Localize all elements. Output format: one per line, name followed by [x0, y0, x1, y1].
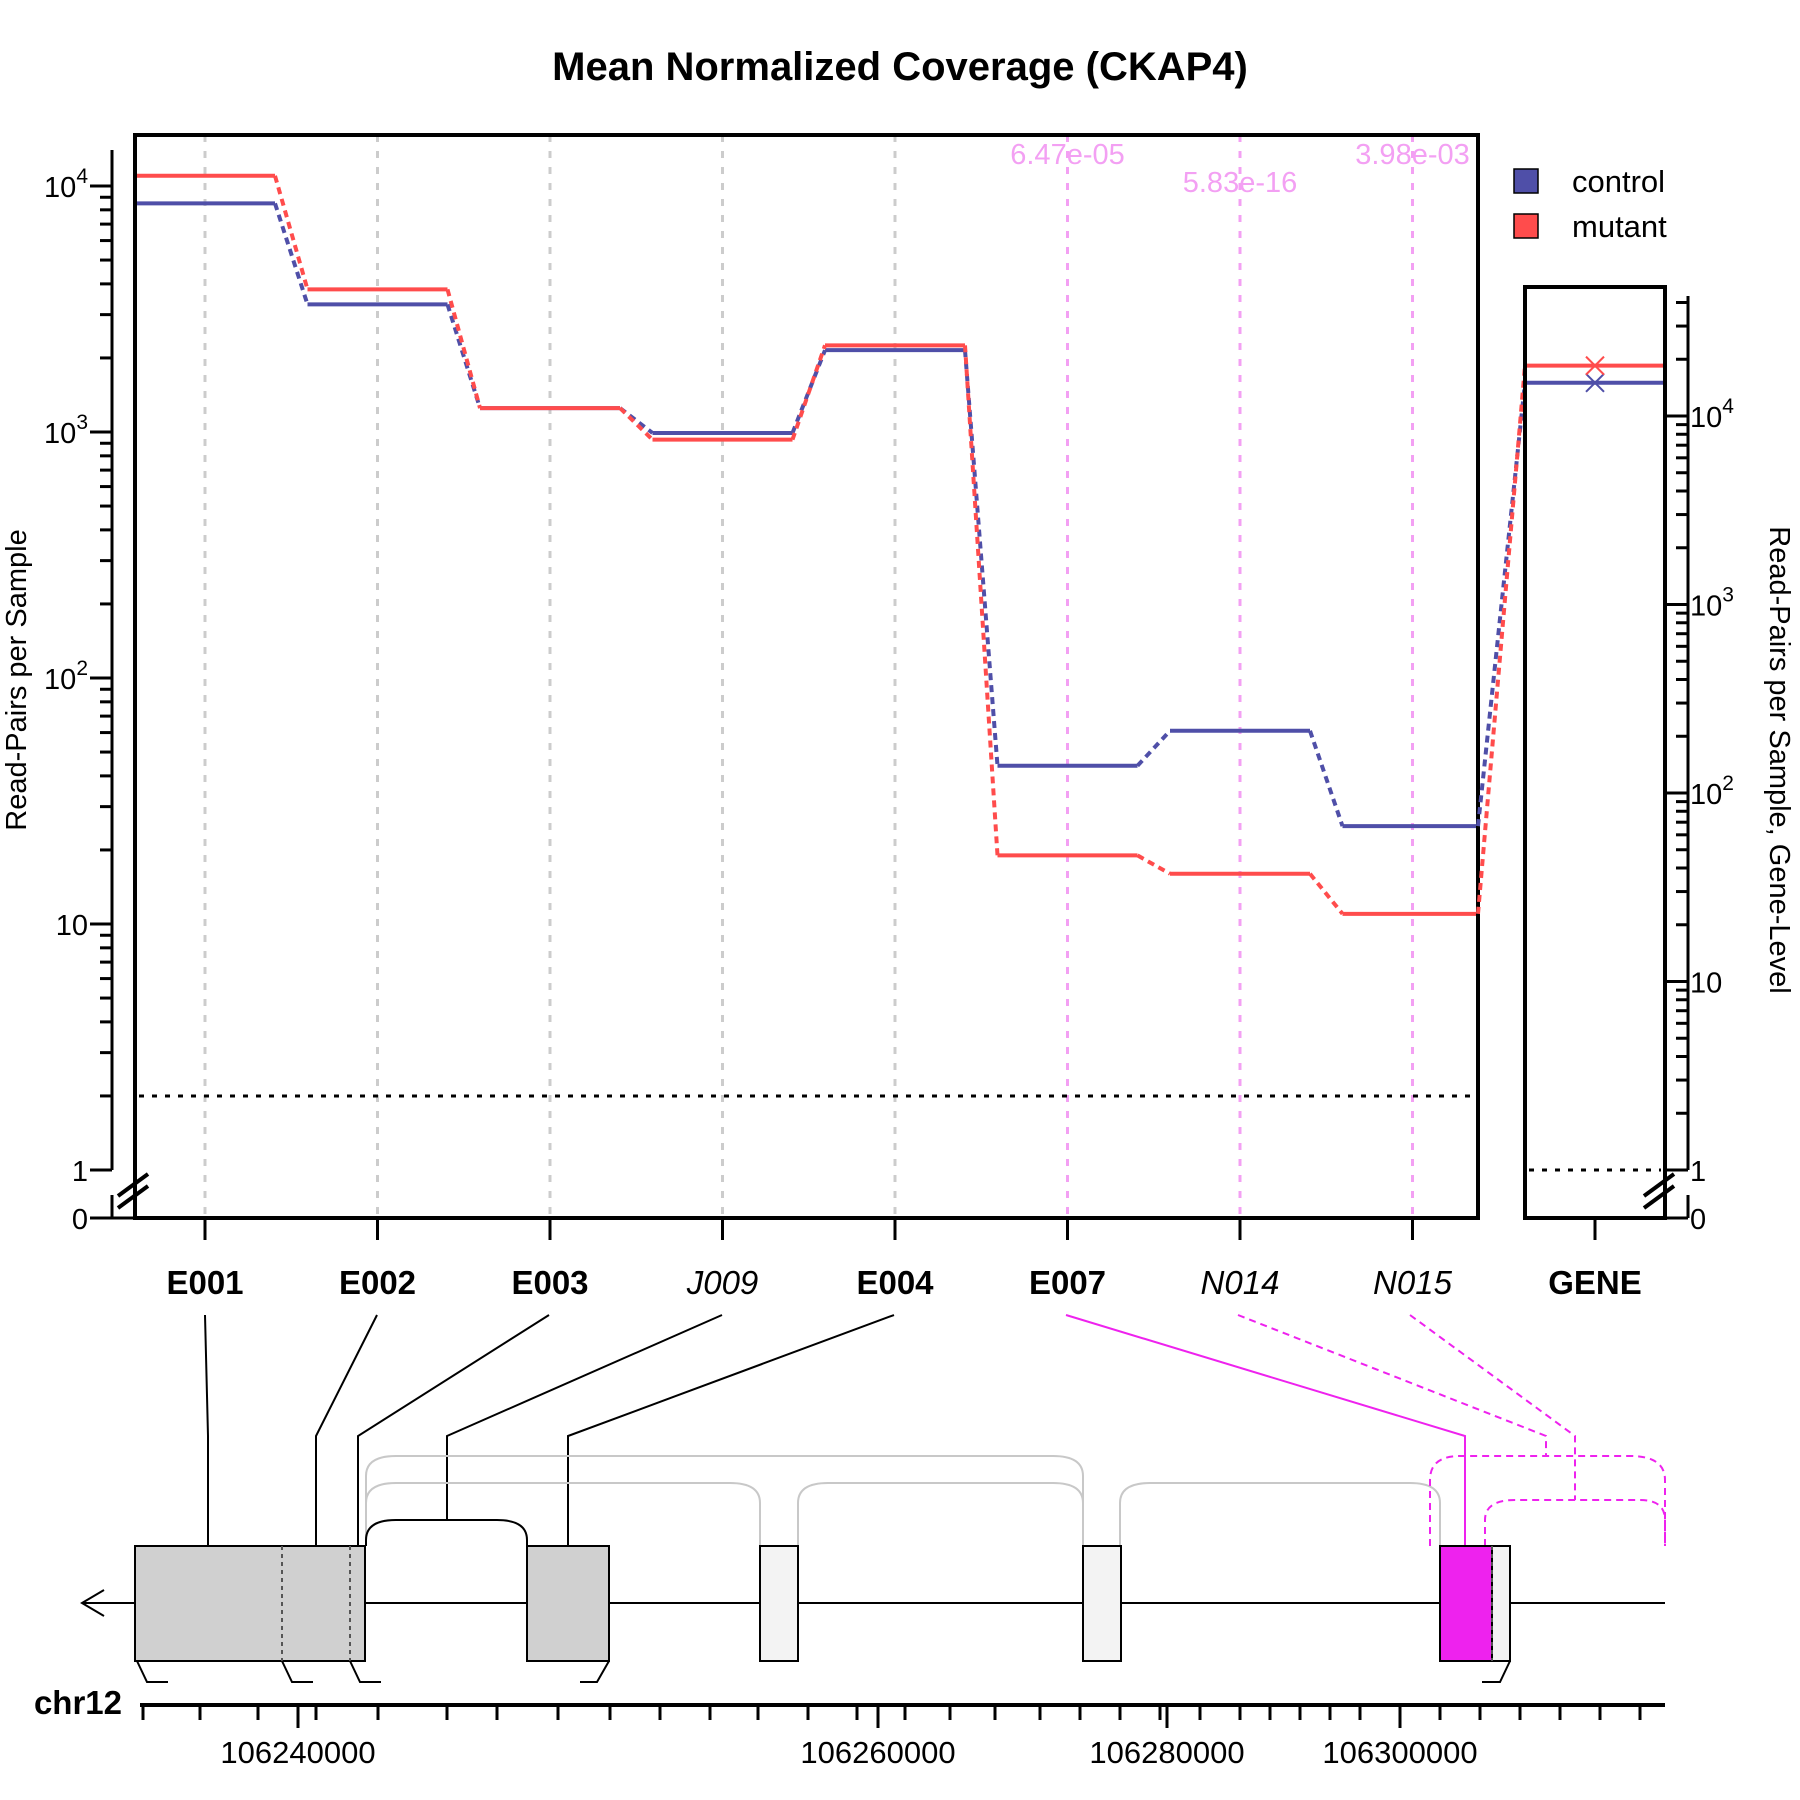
feature-connector-e002	[315, 1314, 378, 1546]
main-axes: 0 1 10 102 103 104	[44, 133, 1480, 1236]
exon-e001-e002-e003	[134, 1545, 366, 1662]
exon-unselected	[1082, 1545, 1122, 1662]
y-tick-label: 104	[44, 165, 88, 204]
splice-arc-j009	[365, 1519, 528, 1546]
novel-splice-arc-n014	[1429, 1455, 1666, 1546]
feature-label-e007: E007	[1029, 1264, 1106, 1301]
feature-connector-e001	[204, 1314, 209, 1546]
genomic-tick-label: 106260000	[800, 1735, 955, 1770]
legend-label-mutant: mutant	[1572, 209, 1667, 244]
connector-mutant	[963, 345, 1000, 856]
novel-splice-arc-n015	[1484, 1499, 1666, 1546]
gene-connector-mutant	[1476, 365, 1527, 914]
connector-mutant	[1308, 872, 1345, 916]
right-y-tick-label: 103	[1690, 584, 1734, 623]
feature-labels: E001 E002 E003 J009 E004 E007 N014 N015 GENE	[166, 1216, 1642, 1301]
pvalue-n015: 3.98e-03	[1355, 139, 1470, 171]
gene-level-marker-control	[1585, 373, 1605, 393]
gene-panel-label: GENE	[1548, 1264, 1642, 1301]
feature-connector-e007	[1065, 1314, 1466, 1546]
connector-control	[273, 202, 310, 306]
pvalue-layer: 6.47e-05 5.83e-16 3.98e-03	[1010, 139, 1470, 199]
legend: control mutant	[1513, 164, 1667, 244]
genomic-tick-label: 106280000	[1089, 1735, 1244, 1770]
feature-label-e001: E001	[166, 1264, 243, 1301]
coord-map-mark	[281, 1660, 313, 1683]
connector-mutant	[618, 406, 654, 442]
legend-swatch-mutant	[1513, 213, 1539, 239]
series-mutant	[137, 173, 1527, 916]
y-tick-label: 102	[44, 657, 88, 696]
y-tick-label: 10	[56, 910, 88, 942]
series-layer	[137, 173, 1527, 916]
feature-label-n015: N015	[1373, 1264, 1453, 1301]
connector-control	[445, 303, 482, 409]
axis-break-mark	[1642, 1184, 1676, 1210]
right-y-tick-label: 10	[1690, 968, 1722, 1000]
axis-break-mark	[1642, 1172, 1676, 1198]
feature-label-n014: N014	[1201, 1264, 1280, 1301]
exon-unselected	[759, 1545, 799, 1662]
splice-arc	[365, 1482, 761, 1546]
gene-model: chr12 106240000 106260000 106280000 10630000…	[34, 1314, 1666, 1770]
connector-control	[1136, 729, 1172, 768]
right-y-tick-label: 1	[1690, 1156, 1706, 1188]
feature-label-e002: E002	[339, 1264, 416, 1301]
connector-mutant	[790, 344, 827, 441]
right-y-tick-label: 104	[1690, 395, 1734, 434]
axis-break-mark	[116, 1172, 150, 1198]
exon-e007	[1439, 1545, 1493, 1662]
connector-mutant	[445, 288, 482, 409]
feature-label-e004: E004	[856, 1264, 934, 1301]
pvalue-n014: 5.83e-16	[1183, 167, 1298, 199]
gene-panel-frame	[1523, 285, 1667, 1220]
genomic-tick-label: 106240000	[220, 1735, 375, 1770]
strand-arrow-icon	[80, 1589, 105, 1617]
connector-control	[963, 350, 1000, 766]
feature-connector-e004	[567, 1314, 895, 1546]
y-tick-label: 0	[72, 1204, 88, 1236]
chart-title: Mean Normalized Coverage (CKAP4)	[552, 45, 1248, 89]
right-y-tick-label: 0	[1690, 1204, 1706, 1236]
coord-map-mark	[1482, 1660, 1511, 1683]
legend-label-control: control	[1572, 164, 1665, 199]
series-control	[137, 201, 1527, 829]
coord-map-mark	[136, 1660, 168, 1683]
connector-control	[1308, 730, 1345, 827]
chromosome-label: chr12	[34, 1684, 122, 1721]
feature-connector-j009	[446, 1314, 723, 1520]
main-grid	[203, 135, 1414, 1218]
coord-map-mark	[349, 1660, 381, 1683]
exon-e004	[526, 1545, 610, 1662]
splice-arc	[1119, 1482, 1441, 1546]
connector-mutant	[1136, 853, 1171, 876]
main-plot-frame	[133, 133, 1480, 1220]
y-tick-label: 1	[72, 1156, 88, 1188]
y-axis-label-right: Read-Pairs per Sample, Gene-Level	[1763, 526, 1795, 993]
gene-connector-control	[1476, 382, 1527, 827]
connector-mutant	[273, 175, 310, 290]
gene-level-panel: 0 1 10 102 103 104	[1523, 285, 1734, 1236]
splice-arc	[365, 1455, 1084, 1546]
feature-label-e003: E003	[511, 1264, 588, 1301]
legend-swatch-control	[1513, 168, 1539, 194]
genomic-tick-label: 106300000	[1322, 1735, 1477, 1770]
gene-level-marker-mutant	[1585, 355, 1605, 376]
feature-label-j009: J009	[686, 1264, 759, 1301]
feature-connector-n015	[1409, 1314, 1576, 1500]
coord-map-mark	[580, 1660, 610, 1683]
pvalue-e007: 6.47e-05	[1010, 139, 1125, 171]
splice-arc	[797, 1482, 1084, 1546]
feature-connector-n014	[1237, 1314, 1547, 1455]
feature-connector-e003	[357, 1314, 550, 1546]
y-axis-label: Read-Pairs per Sample	[1, 529, 33, 830]
y-tick-label: 103	[44, 411, 88, 450]
connector-control	[790, 349, 827, 434]
right-y-tick-label: 102	[1690, 772, 1734, 811]
axis-break-mark	[116, 1184, 150, 1210]
